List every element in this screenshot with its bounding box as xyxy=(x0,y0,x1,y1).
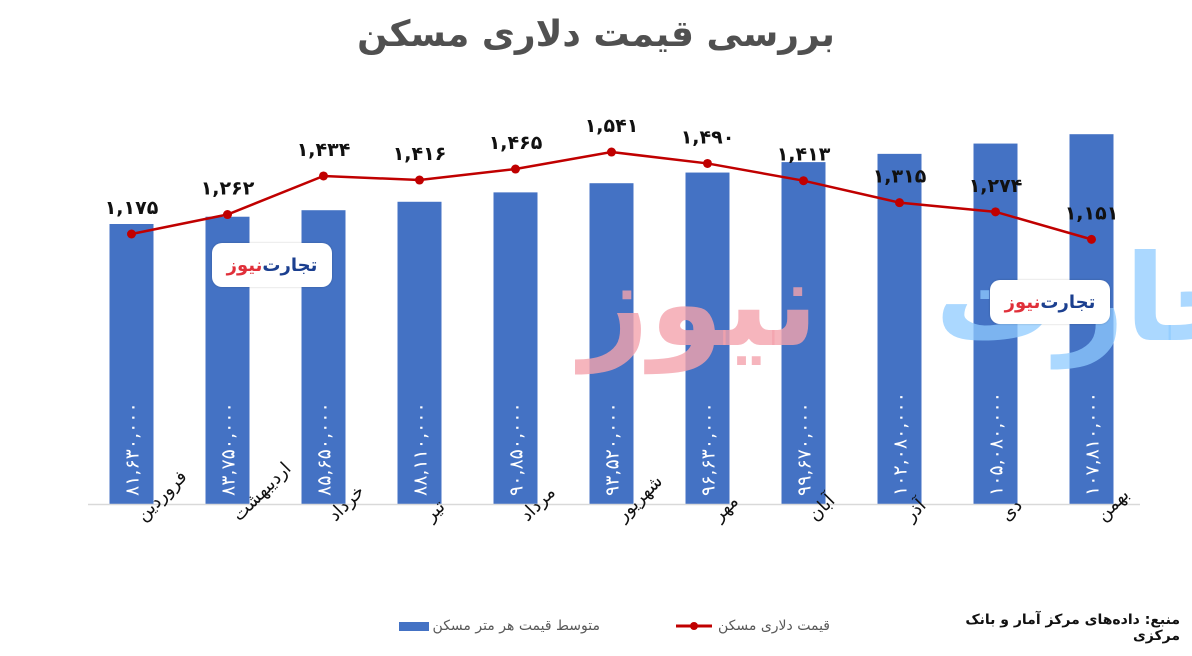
legend: قیمت دلاری مسکن متوسط قیمت هر متر مسکن xyxy=(360,618,840,638)
line-point: ۱,۱۷۵ xyxy=(105,197,159,239)
line-value-label: ۱,۱۷۵ xyxy=(105,197,159,219)
line-value-label: ۱,۳۱۵ xyxy=(873,166,927,188)
line-point: ۱,۲۶۲ xyxy=(201,178,255,220)
bar-value-label: ۱۰۲,۰۸۰,۰۰۰ xyxy=(890,392,912,496)
line-value-label: ۱,۴۱۳ xyxy=(777,144,831,166)
legend-item-line: قیمت دلاری مسکن xyxy=(674,618,830,634)
bar-value-label: ۹۹,۶۷۰,۰۰۰ xyxy=(794,402,816,496)
watermark-badge-left: تجارت نیوز xyxy=(212,243,332,287)
chart-title: بررسی قیمت دلاری مسکن xyxy=(357,14,835,55)
line-point: ۱,۴۱۳ xyxy=(777,144,831,186)
line-value-label: ۱,۵۴۱ xyxy=(585,115,639,137)
bar-value-label: ۹۳,۵۲۰,۰۰۰ xyxy=(602,402,624,496)
bar-value-label: ۸۸,۱۱۰,۰۰۰ xyxy=(410,402,432,496)
line-point: ۱,۵۴۱ xyxy=(585,115,639,157)
line-value-label: ۱,۴۹۰ xyxy=(681,126,735,148)
bar: ۹۰,۸۵۰,۰۰۰ xyxy=(493,192,538,504)
legend-label-bar: متوسط قیمت هر متر مسکن xyxy=(432,618,600,634)
bar-value-label: ۸۵,۶۵۰,۰۰۰ xyxy=(314,402,336,496)
bar: ۹۳,۵۲۰,۰۰۰ xyxy=(589,183,634,504)
bar-value-label: ۱۰۷,۸۱۰,۰۰۰ xyxy=(1082,392,1104,496)
bar-value-label: ۱۰۵,۰۸۰,۰۰۰ xyxy=(986,392,1008,496)
line-point: ۱,۱۵۱ xyxy=(1065,202,1119,244)
line-value-label: ۱,۱۵۱ xyxy=(1065,202,1119,224)
line-value-label: ۱,۲۶۲ xyxy=(201,178,255,200)
bar: ۱۰۲,۰۸۰,۰۰۰ xyxy=(877,153,922,504)
bar-value-label: ۹۰,۸۵۰,۰۰۰ xyxy=(506,402,528,496)
line-series: ۱,۱۷۵ ۱,۲۶۲ ۱,۴۳۴ ۱,۴۱۶ ۱,۴۶۵ ۱,۵۴۱ ۱,۴۹۰ ۱,۴۱۳… xyxy=(105,115,1119,244)
bar-swatch-icon xyxy=(398,621,429,631)
bar: ۹۹,۶۷۰,۰۰۰ xyxy=(781,162,826,504)
line-point: ۱,۲۷۴ xyxy=(969,175,1023,217)
bar: ۹۶,۶۳۰,۰۰۰ xyxy=(685,172,730,504)
watermark-badge-right: تجارت نیوز xyxy=(990,280,1110,324)
watermark-text-news: نیوز xyxy=(575,235,818,374)
bar: ۸۸,۱۱۰,۰۰۰ xyxy=(397,201,442,504)
bar-value-label: ۹۶,۶۳۰,۰۰۰ xyxy=(698,402,720,496)
line-value-label: ۱,۴۶۵ xyxy=(489,132,543,154)
line-value-label: ۱,۴۳۴ xyxy=(297,139,351,161)
bar: ۸۱,۶۳۰,۰۰۰ xyxy=(109,224,154,504)
line-point: ۱,۳۱۵ xyxy=(873,166,927,208)
line-point: ۱,۴۶۵ xyxy=(489,132,543,174)
line-point: ۱,۴۹۰ xyxy=(681,126,735,168)
legend-label-line: قیمت دلاری مسکن xyxy=(718,618,830,634)
line-point: ۱,۴۱۶ xyxy=(393,143,447,185)
bar-value-label: ۸۱,۶۳۰,۰۰۰ xyxy=(122,402,144,496)
source-note: منبع: داده‌های مرکز آمار و بانک مرکزی xyxy=(965,612,1180,644)
line-value-label: ۱,۲۷۴ xyxy=(969,175,1023,197)
line-point: ۱,۴۳۴ xyxy=(297,139,351,181)
legend-item-bar: متوسط قیمت هر متر مسکن xyxy=(398,618,600,634)
line-marker-icon xyxy=(676,622,713,630)
line-value-label: ۱,۴۱۶ xyxy=(393,143,447,165)
bar-value-label: ۸۳,۷۵۰,۰۰۰ xyxy=(218,402,240,496)
